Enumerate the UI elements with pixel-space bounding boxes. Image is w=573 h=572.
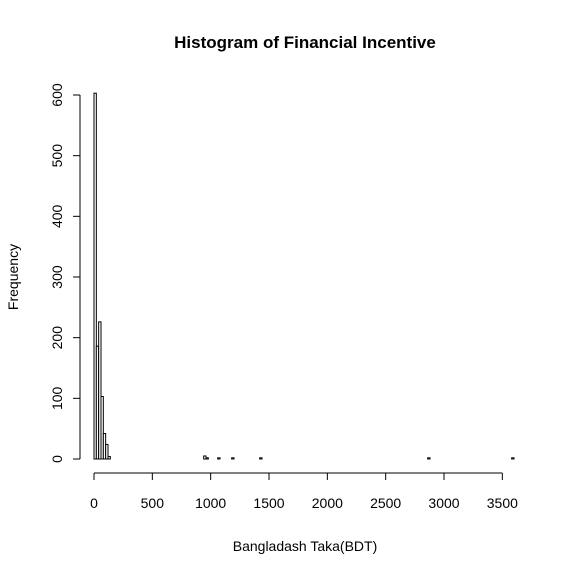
histogram-bar-2 [98, 321, 102, 460]
histogram-bar-6 [107, 456, 111, 460]
x-tick-label-3: 1500 [253, 495, 284, 511]
histogram-bar-9 [217, 457, 221, 460]
y-tick-label-0: 0 [49, 455, 65, 463]
histogram-bar-0 [93, 92, 97, 460]
x-tick-label-6: 3000 [428, 495, 459, 511]
x-tick-label-7: 3500 [487, 495, 518, 511]
histogram-bar-11 [259, 457, 263, 460]
x-tick-label-2: 1000 [195, 495, 226, 511]
y-tick-label-4: 400 [49, 204, 65, 228]
y-tick-label-5: 500 [49, 144, 65, 168]
histogram-bar-8 [205, 457, 209, 460]
y-axis: 0 100 200 300 400 500 600 [49, 83, 81, 463]
bars-group [93, 92, 515, 460]
y-axis-label: Frequency [5, 244, 21, 310]
chart-title: Histogram of Financial Incentive [174, 33, 436, 52]
histogram-bar-12 [427, 457, 431, 460]
histogram-bar-5 [105, 443, 109, 460]
histogram-bar-10 [231, 457, 235, 460]
y-tick-label-2: 200 [49, 326, 65, 350]
x-tick-label-4: 2000 [312, 495, 343, 511]
x-axis-label: Bangladash Taka(BDT) [233, 538, 377, 554]
x-axis: 0 500 1000 1500 2000 2500 3000 3500 [90, 472, 518, 511]
x-tick-label-1: 500 [141, 495, 165, 511]
y-tick-label-1: 100 [49, 386, 65, 410]
histogram-bar-3 [100, 396, 104, 460]
y-tick-label-3: 300 [49, 265, 65, 289]
x-tick-label-5: 2500 [370, 495, 401, 511]
x-tick-label-0: 0 [90, 495, 98, 511]
histogram-bar-13 [511, 457, 515, 460]
y-tick-label-6: 600 [49, 83, 65, 107]
